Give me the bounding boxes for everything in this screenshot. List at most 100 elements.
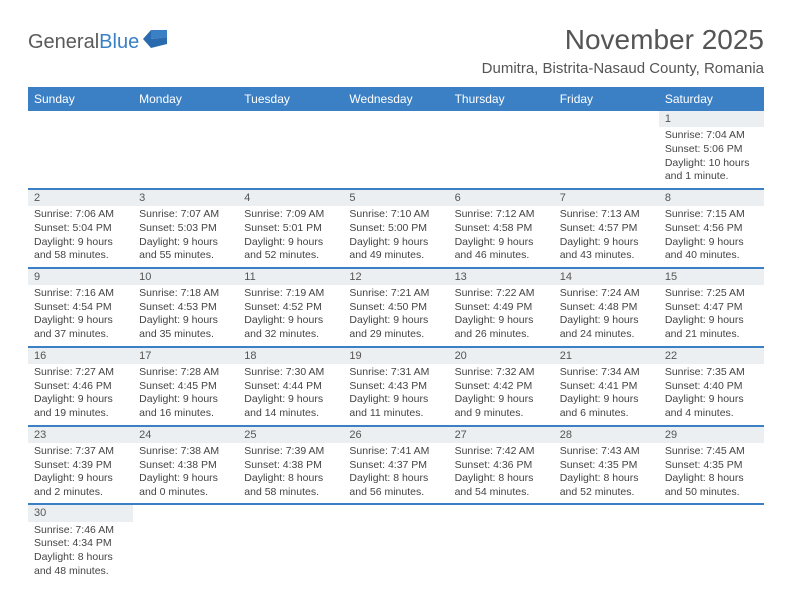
daylight-text: and 2 minutes. [34, 486, 127, 500]
calendar-row: 23Sunrise: 7:37 AMSunset: 4:39 PMDayligh… [28, 426, 764, 505]
day-number: 28 [554, 427, 659, 443]
sunrise-text: Sunrise: 7:19 AM [244, 287, 337, 301]
daylight-text: Daylight: 9 hours [665, 314, 758, 328]
daylight-text: Daylight: 9 hours [139, 236, 232, 250]
day-body: Sunrise: 7:46 AMSunset: 4:34 PMDaylight:… [28, 522, 133, 583]
weekday-header: Wednesday [343, 87, 448, 111]
daylight-text: Daylight: 8 hours [34, 551, 127, 565]
calendar-row: 2Sunrise: 7:06 AMSunset: 5:04 PMDaylight… [28, 189, 764, 268]
day-number: 15 [659, 269, 764, 285]
day-number: 30 [28, 505, 133, 521]
day-number: 24 [133, 427, 238, 443]
calendar-cell [449, 504, 554, 582]
day-body: Sunrise: 7:22 AMSunset: 4:49 PMDaylight:… [449, 285, 554, 346]
daylight-text: and 11 minutes. [349, 407, 442, 421]
sunrise-text: Sunrise: 7:45 AM [665, 445, 758, 459]
daylight-text: and 6 minutes. [560, 407, 653, 421]
day-number: 3 [133, 190, 238, 206]
daylight-text: Daylight: 8 hours [244, 472, 337, 486]
flag-icon [143, 30, 169, 54]
calendar-table: SundayMondayTuesdayWednesdayThursdayFrid… [28, 87, 764, 582]
day-number: 4 [238, 190, 343, 206]
daylight-text: and 52 minutes. [244, 249, 337, 263]
day-body: Sunrise: 7:31 AMSunset: 4:43 PMDaylight:… [343, 364, 448, 425]
day-number: 22 [659, 348, 764, 364]
sunset-text: Sunset: 4:54 PM [34, 301, 127, 315]
page-subtitle: Dumitra, Bistrita-Nasaud County, Romania [482, 60, 764, 77]
day-body: Sunrise: 7:27 AMSunset: 4:46 PMDaylight:… [28, 364, 133, 425]
weekday-header: Thursday [449, 87, 554, 111]
daylight-text: Daylight: 9 hours [244, 393, 337, 407]
calendar-cell [659, 504, 764, 582]
day-number: 13 [449, 269, 554, 285]
daylight-text: Daylight: 9 hours [455, 393, 548, 407]
calendar-cell: 29Sunrise: 7:45 AMSunset: 4:35 PMDayligh… [659, 426, 764, 505]
calendar-row: 16Sunrise: 7:27 AMSunset: 4:46 PMDayligh… [28, 347, 764, 426]
daylight-text: and 1 minute. [665, 170, 758, 184]
sunset-text: Sunset: 5:04 PM [34, 222, 127, 236]
calendar-cell [133, 504, 238, 582]
sunset-text: Sunset: 4:34 PM [34, 537, 127, 551]
sunset-text: Sunset: 4:46 PM [34, 380, 127, 394]
day-body: Sunrise: 7:30 AMSunset: 4:44 PMDaylight:… [238, 364, 343, 425]
sunset-text: Sunset: 5:01 PM [244, 222, 337, 236]
day-number: 14 [554, 269, 659, 285]
sunset-text: Sunset: 4:52 PM [244, 301, 337, 315]
day-body: Sunrise: 7:04 AMSunset: 5:06 PMDaylight:… [659, 127, 764, 188]
daylight-text: and 48 minutes. [34, 565, 127, 579]
calendar-cell [238, 111, 343, 189]
sunrise-text: Sunrise: 7:24 AM [560, 287, 653, 301]
daylight-text: Daylight: 8 hours [665, 472, 758, 486]
sunrise-text: Sunrise: 7:12 AM [455, 208, 548, 222]
day-number: 2 [28, 190, 133, 206]
day-body: Sunrise: 7:38 AMSunset: 4:38 PMDaylight:… [133, 443, 238, 504]
daylight-text: and 55 minutes. [139, 249, 232, 263]
daylight-text: and 26 minutes. [455, 328, 548, 342]
day-number: 16 [28, 348, 133, 364]
calendar-cell: 4Sunrise: 7:09 AMSunset: 5:01 PMDaylight… [238, 189, 343, 268]
daylight-text: Daylight: 9 hours [34, 236, 127, 250]
sunset-text: Sunset: 4:38 PM [244, 459, 337, 473]
sunset-text: Sunset: 5:03 PM [139, 222, 232, 236]
day-body: Sunrise: 7:39 AMSunset: 4:38 PMDaylight:… [238, 443, 343, 504]
day-body: Sunrise: 7:43 AMSunset: 4:35 PMDaylight:… [554, 443, 659, 504]
sunset-text: Sunset: 4:47 PM [665, 301, 758, 315]
sunrise-text: Sunrise: 7:21 AM [349, 287, 442, 301]
sunrise-text: Sunrise: 7:10 AM [349, 208, 442, 222]
sunset-text: Sunset: 4:41 PM [560, 380, 653, 394]
sunrise-text: Sunrise: 7:25 AM [665, 287, 758, 301]
calendar-cell: 15Sunrise: 7:25 AMSunset: 4:47 PMDayligh… [659, 268, 764, 347]
day-body: Sunrise: 7:18 AMSunset: 4:53 PMDaylight:… [133, 285, 238, 346]
daylight-text: and 0 minutes. [139, 486, 232, 500]
day-body: Sunrise: 7:32 AMSunset: 4:42 PMDaylight:… [449, 364, 554, 425]
daylight-text: and 32 minutes. [244, 328, 337, 342]
sunrise-text: Sunrise: 7:15 AM [665, 208, 758, 222]
day-body: Sunrise: 7:15 AMSunset: 4:56 PMDaylight:… [659, 206, 764, 267]
logo: GeneralBlue [28, 24, 169, 54]
day-body: Sunrise: 7:25 AMSunset: 4:47 PMDaylight:… [659, 285, 764, 346]
day-body: Sunrise: 7:21 AMSunset: 4:50 PMDaylight:… [343, 285, 448, 346]
daylight-text: and 9 minutes. [455, 407, 548, 421]
calendar-cell: 30Sunrise: 7:46 AMSunset: 4:34 PMDayligh… [28, 504, 133, 582]
calendar-cell: 5Sunrise: 7:10 AMSunset: 5:00 PMDaylight… [343, 189, 448, 268]
sunrise-text: Sunrise: 7:39 AM [244, 445, 337, 459]
daylight-text: and 50 minutes. [665, 486, 758, 500]
sunset-text: Sunset: 4:37 PM [349, 459, 442, 473]
sunset-text: Sunset: 4:35 PM [665, 459, 758, 473]
daylight-text: and 37 minutes. [34, 328, 127, 342]
daylight-text: and 46 minutes. [455, 249, 548, 263]
day-body: Sunrise: 7:42 AMSunset: 4:36 PMDaylight:… [449, 443, 554, 504]
daylight-text: Daylight: 9 hours [139, 314, 232, 328]
sunrise-text: Sunrise: 7:07 AM [139, 208, 232, 222]
day-number: 6 [449, 190, 554, 206]
day-number: 8 [659, 190, 764, 206]
daylight-text: Daylight: 9 hours [349, 314, 442, 328]
calendar-cell: 7Sunrise: 7:13 AMSunset: 4:57 PMDaylight… [554, 189, 659, 268]
calendar-cell: 19Sunrise: 7:31 AMSunset: 4:43 PMDayligh… [343, 347, 448, 426]
calendar-cell: 1Sunrise: 7:04 AMSunset: 5:06 PMDaylight… [659, 111, 764, 189]
calendar-cell: 28Sunrise: 7:43 AMSunset: 4:35 PMDayligh… [554, 426, 659, 505]
sunrise-text: Sunrise: 7:06 AM [34, 208, 127, 222]
day-body: Sunrise: 7:10 AMSunset: 5:00 PMDaylight:… [343, 206, 448, 267]
calendar-cell: 13Sunrise: 7:22 AMSunset: 4:49 PMDayligh… [449, 268, 554, 347]
day-number: 10 [133, 269, 238, 285]
